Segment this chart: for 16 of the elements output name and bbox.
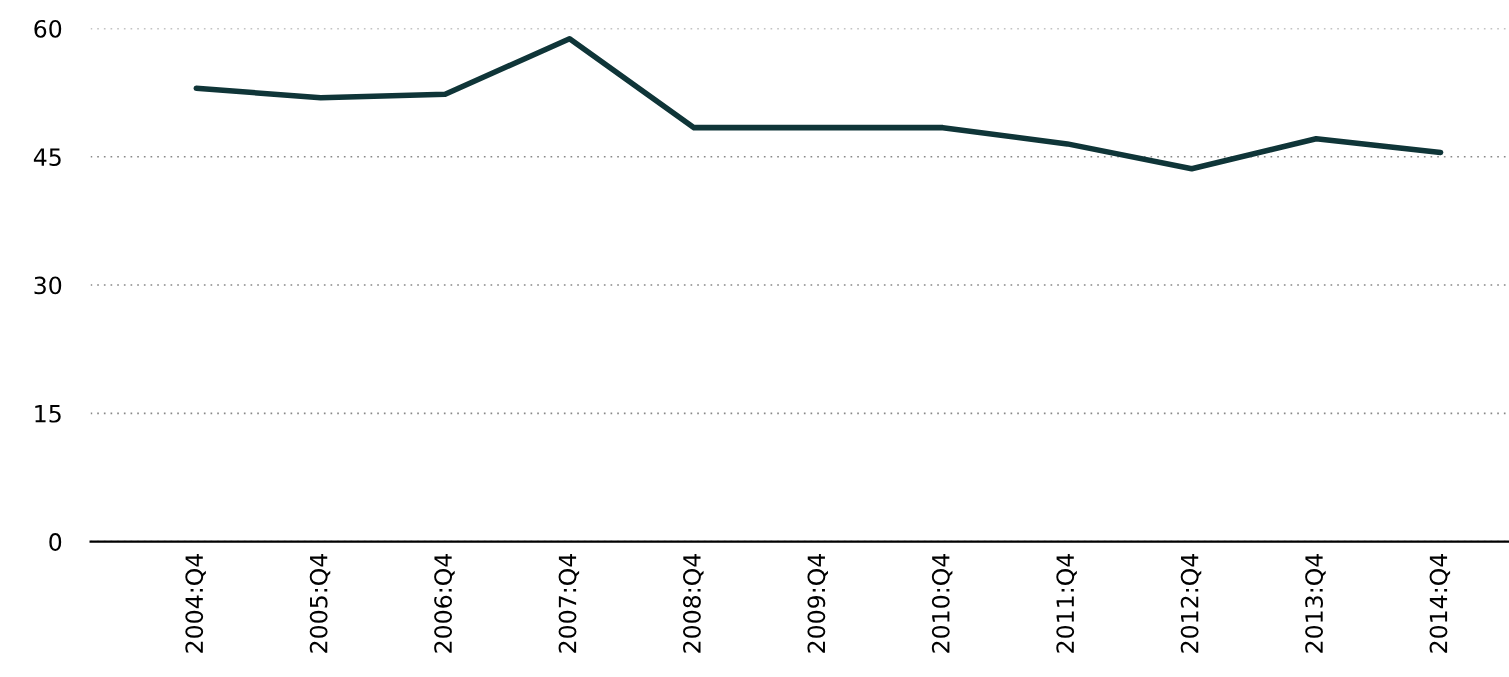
x-tick-label: 2013:Q4 bbox=[1305, 554, 1326, 653]
x-tick-label: 2009:Q4 bbox=[807, 554, 828, 653]
y-tick-label: 60 bbox=[34, 19, 62, 38]
x-tick-label: 2010:Q4 bbox=[931, 554, 953, 653]
x-tick-label: 2005:Q4 bbox=[309, 554, 331, 653]
x-tick-label: 2004:Q4 bbox=[185, 554, 206, 653]
x-tick-label: 2014:Q4 bbox=[1429, 554, 1451, 653]
y-tick-label: 45 bbox=[33, 148, 61, 167]
y-tick-label: 15 bbox=[35, 405, 61, 423]
x-tick-label: 2012:Q4 bbox=[1180, 554, 1202, 653]
y-tick-label: 30 bbox=[34, 276, 62, 295]
y-tick-label: 0 bbox=[49, 533, 62, 551]
x-tick-label: 2007:Q4 bbox=[558, 554, 580, 653]
x-tick-label: 2011:Q4 bbox=[1056, 554, 1077, 653]
x-tick-label: 2006:Q4 bbox=[434, 554, 455, 653]
x-tick-label: 2008:Q4 bbox=[683, 554, 704, 653]
